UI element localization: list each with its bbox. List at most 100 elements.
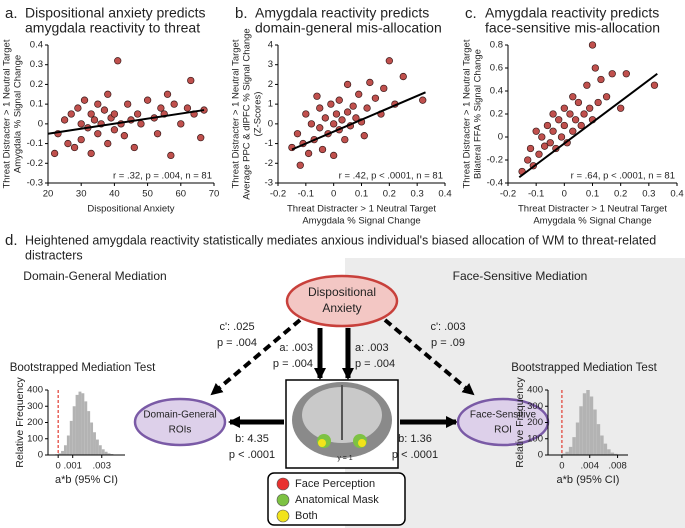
histogram-bar xyxy=(90,422,94,455)
data-point xyxy=(143,96,152,104)
x-tick-label: .003 xyxy=(93,461,112,472)
x-tick-label: 0.2 xyxy=(614,189,627,200)
x-axis-label: a*b (95% CI) xyxy=(557,474,620,486)
histogram-bar xyxy=(93,432,96,455)
y-axis-label: Average PPC & dlPFC % Signal Change xyxy=(242,28,253,199)
y-tick-label: 300 xyxy=(527,401,543,412)
x-tick-label: 0 xyxy=(562,189,567,200)
data-point xyxy=(100,106,109,114)
histogram-bar xyxy=(565,451,569,455)
data-point xyxy=(183,104,192,112)
fit-line xyxy=(47,109,205,135)
data-point xyxy=(304,149,313,158)
data-point xyxy=(296,161,304,169)
data-point xyxy=(94,130,102,138)
legend-swatch xyxy=(276,493,290,507)
data-point xyxy=(602,93,611,101)
data-point xyxy=(74,104,82,112)
legend-swatch xyxy=(276,509,290,523)
histogram-bar xyxy=(66,435,70,455)
data-point xyxy=(50,149,59,158)
path-label: b: 4.35 xyxy=(235,433,269,445)
data-point xyxy=(532,127,540,135)
data-point xyxy=(293,130,302,138)
brain-region xyxy=(358,439,366,447)
path-label: p = .004 xyxy=(217,337,257,349)
data-point xyxy=(321,114,329,122)
chart-title: Amygdala reactivity predicts xyxy=(255,5,429,21)
y-axis-label: Threat Distracter > 1 Neutral Target xyxy=(462,39,473,188)
y-tick-label: 2 xyxy=(268,79,273,90)
x-tick-label: 0.1 xyxy=(586,189,599,200)
chart-title: Bootstrapped Mediation Test xyxy=(10,362,156,374)
path-label: p = .09 xyxy=(431,337,465,349)
x-tick-label: 0 xyxy=(331,189,336,200)
data-point xyxy=(385,57,393,65)
histogram-bar xyxy=(575,422,580,455)
histogram-bar xyxy=(586,390,590,455)
annotation: r = .42, p < .0001, n = 81 xyxy=(339,171,443,182)
legend-label: Anatomical Mask xyxy=(295,494,379,506)
x-tick-label: 0.4 xyxy=(670,189,683,200)
path-label: c': .003 xyxy=(430,321,465,333)
data-point xyxy=(167,151,175,160)
y-axis-label: Relative Frequency xyxy=(514,377,526,468)
histogram-bar xyxy=(61,450,64,455)
data-point xyxy=(588,41,597,49)
panel-label: b. xyxy=(235,5,248,22)
x-tick-label: .004 xyxy=(580,461,599,472)
data-point xyxy=(60,116,69,124)
data-point xyxy=(187,76,195,85)
histogram-bar xyxy=(593,409,597,455)
y-tick-label: 200 xyxy=(27,417,43,428)
y-axis-label: (Z-Scores) xyxy=(253,92,264,137)
path-label: b: 1.36 xyxy=(398,433,432,445)
data-point xyxy=(622,70,630,78)
data-point xyxy=(586,104,594,112)
data-point xyxy=(569,127,577,135)
data-point xyxy=(569,93,577,101)
annotation: r = .64, p < .0001, n = 81 xyxy=(571,171,675,182)
data-point xyxy=(526,144,535,153)
data-point xyxy=(77,120,85,128)
data-point xyxy=(617,104,625,112)
data-point xyxy=(163,90,172,98)
histogram-bar xyxy=(600,435,604,455)
data-point xyxy=(332,110,341,118)
y-axis-label: Relative Frequency xyxy=(14,377,26,468)
data-point xyxy=(577,121,585,130)
heading: Face-Sensitive Mediation xyxy=(453,269,588,283)
data-point xyxy=(330,120,338,128)
path-label: c': .025 xyxy=(219,321,254,333)
data-point xyxy=(535,150,543,158)
histogram-bar xyxy=(69,420,73,455)
y-tick-label: 0.2 xyxy=(30,79,43,90)
chart-title: amygdala reactivity to threat xyxy=(25,20,200,36)
annotation: r = .32, p = .004, n = 81 xyxy=(113,171,212,182)
node-label: ROI xyxy=(494,425,512,436)
y-tick-label: 0.3 xyxy=(30,59,43,70)
x-tick-label: 70 xyxy=(209,189,220,200)
x-tick-label: 30 xyxy=(76,189,87,200)
data-point xyxy=(316,104,324,112)
y-tick-label: -3 xyxy=(265,178,273,189)
data-point xyxy=(130,143,138,152)
data-point xyxy=(153,130,162,138)
fit-line xyxy=(518,72,658,179)
data-point xyxy=(555,116,563,124)
x-axis-label: Dispositional Anxiety xyxy=(87,204,174,215)
data-point xyxy=(363,104,371,112)
node xyxy=(133,397,227,447)
x-tick-label: 40 xyxy=(109,189,120,200)
data-point xyxy=(597,75,605,84)
data-point xyxy=(110,110,119,118)
x-axis-label: Amygdala % Signal Change xyxy=(533,216,651,227)
data-point xyxy=(549,110,557,118)
data-point xyxy=(349,102,357,110)
data-point xyxy=(67,110,75,118)
chart-title: domain-general mis-allocation xyxy=(255,20,442,36)
x-tick-label: -0.1 xyxy=(298,189,314,200)
path-label: p = .004 xyxy=(273,358,313,370)
data-point xyxy=(560,121,568,130)
node-label: Dispositional xyxy=(308,285,376,299)
